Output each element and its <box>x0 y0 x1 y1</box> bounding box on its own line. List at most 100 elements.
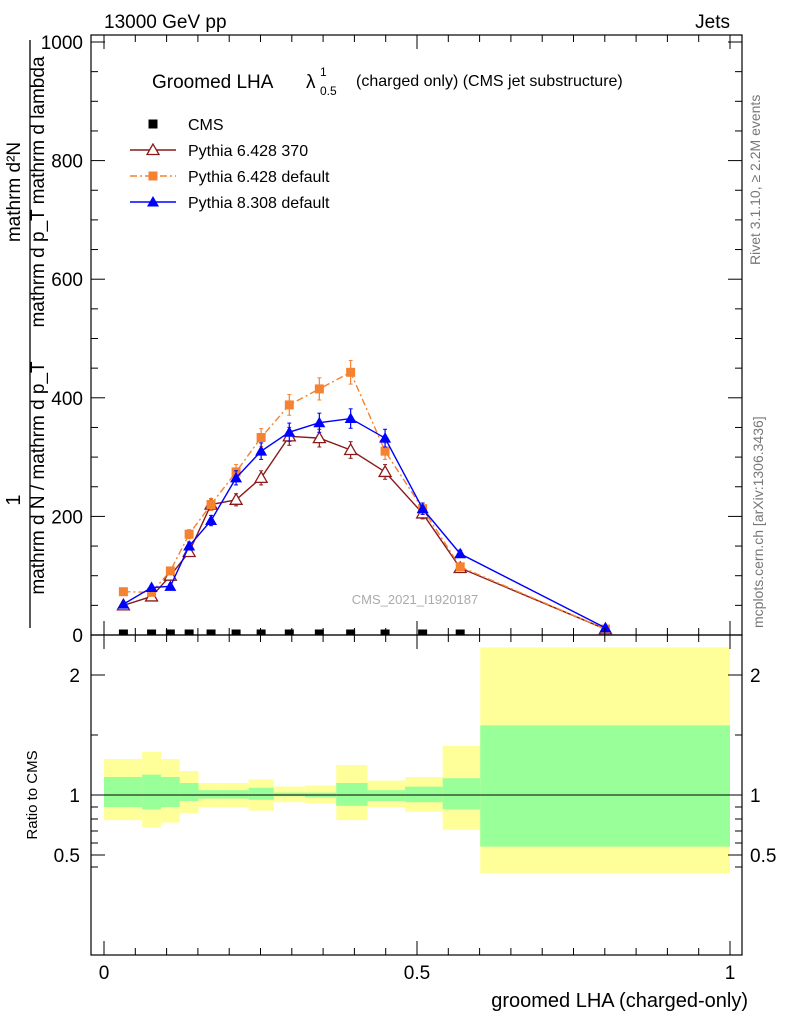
ratio-inner-band <box>405 786 443 803</box>
ratio-inner-band <box>223 790 249 799</box>
chart-title: Groomed LHA λ 1 0.5 (charged only) (CMS … <box>152 65 623 98</box>
ratio-y-tick-label-right: 0.5 <box>750 846 776 867</box>
data-point <box>346 629 356 635</box>
y-tick-label: 800 <box>51 152 83 173</box>
analysis-watermark: CMS_2021_I1920187 <box>352 592 479 607</box>
data-point <box>314 629 324 635</box>
y-tick-label: 0 <box>72 626 83 647</box>
y-tick-label: 600 <box>51 270 83 291</box>
data-point <box>344 412 357 424</box>
data-point <box>416 502 429 514</box>
data-point <box>314 384 324 394</box>
y-tick-label: 400 <box>51 389 83 410</box>
legend-label: CMS <box>188 117 224 134</box>
x-tick-label: 0 <box>99 963 110 984</box>
chart-title-lambda-sub: 0.5 <box>320 84 337 98</box>
data-point <box>455 629 465 635</box>
series-0 <box>118 629 465 635</box>
data-point <box>206 629 216 635</box>
legend-marker <box>148 119 158 129</box>
ratio-inner-band <box>480 725 730 847</box>
data-point <box>145 581 158 593</box>
data-point <box>283 426 296 437</box>
data-point <box>184 629 194 635</box>
series-3 <box>117 408 612 633</box>
ratio-inner-band <box>367 790 406 801</box>
data-point <box>165 629 175 635</box>
data-point <box>206 500 216 510</box>
ratio-inner-band <box>198 790 224 799</box>
main-series <box>116 359 613 635</box>
legend-label: Pythia 8.308 default <box>188 195 330 212</box>
ratio-inner-band <box>336 783 368 806</box>
y-tick-label: 200 <box>51 507 83 528</box>
chart-title-suffix: (charged only) (CMS jet substructure) <box>356 73 623 90</box>
legend-label: Pythia 6.428 default <box>188 169 330 186</box>
data-point <box>165 566 175 576</box>
x-tick-label: 1 <box>725 963 736 984</box>
ratio-inner-band <box>160 777 180 807</box>
ratio-y-axis-label: Ratio to CMS <box>24 750 41 839</box>
data-point <box>183 540 196 551</box>
ratio-inner-band <box>273 792 305 797</box>
ratio-y-tick-label-left: 1 <box>69 786 80 807</box>
ratio-bands <box>104 647 730 873</box>
legend-marker <box>148 171 158 181</box>
energy-label: 13000 GeV pp <box>104 12 227 33</box>
data-point <box>164 580 177 591</box>
y-label-denominator: mathrm d N / mathrm d p_T <box>28 361 49 595</box>
data-point <box>380 629 390 635</box>
axes-ticks: 0 200 400 600 800 1000 0 0.5 1 0.5 0.5 1 1 2 2 <box>41 33 777 984</box>
data-point <box>455 562 465 572</box>
y-label-numerator-bottom: mathrm d p_T mathrm d lambda <box>28 56 49 327</box>
legend-item: Pythia 6.428 370 <box>130 142 308 160</box>
legend-marker <box>145 142 161 156</box>
ratio-inner-band <box>179 783 199 801</box>
data-point <box>256 629 266 635</box>
data-point <box>118 629 128 635</box>
main-y-axis-label: 1 mathrm d N / mathrm d p_T mathrm d²N m… <box>3 40 49 628</box>
ratio-y-tick-label-right: 2 <box>750 666 761 687</box>
data-point <box>147 587 157 597</box>
y-label-prefix: 1 <box>3 494 25 505</box>
data-point <box>228 492 244 505</box>
data-point <box>256 433 266 443</box>
data-point <box>117 598 130 609</box>
data-point <box>205 514 218 526</box>
category-label: Jets <box>695 12 730 33</box>
data-point <box>312 430 327 444</box>
data-point <box>284 629 294 635</box>
y-label-numerator-top: mathrm d²N <box>4 142 25 242</box>
legend-item: Pythia 8.308 default <box>130 195 330 212</box>
x-tick-label: 0.5 <box>404 963 430 984</box>
rivet-label: Rivet 3.1.10, ≥ 2.2M events <box>747 95 763 265</box>
legend-item: Pythia 6.428 default <box>130 169 330 186</box>
data-point <box>230 471 243 483</box>
legend-item: CMS <box>148 117 224 134</box>
ratio-inner-band <box>104 777 143 807</box>
ratio-inner-band <box>442 778 481 810</box>
data-point <box>313 416 326 428</box>
data-point <box>377 464 393 478</box>
ratio-y-tick-label-left: 0.5 <box>54 846 80 867</box>
ratio-inner-band <box>248 787 274 800</box>
y-tick-label: 1000 <box>41 33 83 54</box>
data-point <box>346 367 356 377</box>
ratio-y-tick-label-right: 1 <box>750 786 761 807</box>
legend: CMS Pythia 6.428 370 Pythia 6.428 default P… <box>130 117 330 212</box>
data-point <box>343 442 358 456</box>
legend-label: Pythia 6.428 370 <box>188 143 308 160</box>
data-point <box>184 529 194 539</box>
chart-title-main: Groomed LHA <box>152 72 274 93</box>
ratio-inner-band <box>142 774 161 810</box>
series-line <box>123 417 606 629</box>
x-axis-label: groomed LHA (charged-only) <box>491 990 748 1012</box>
data-point <box>147 629 157 635</box>
data-point <box>380 446 390 456</box>
data-point <box>231 629 241 635</box>
legend-marker <box>147 196 159 207</box>
data-point <box>255 445 268 456</box>
data-point <box>418 629 428 635</box>
data-point <box>284 400 294 410</box>
